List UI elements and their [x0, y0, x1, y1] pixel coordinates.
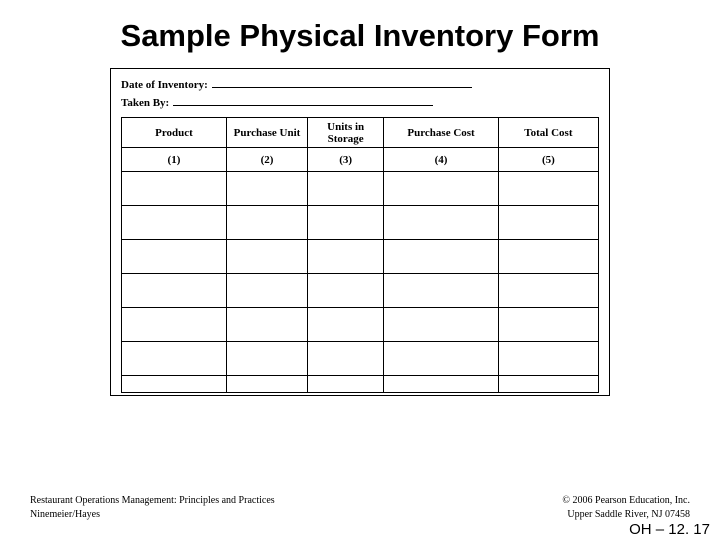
col-number-5: (5) [498, 148, 598, 172]
taken-by-label: Taken By: [121, 97, 169, 109]
table-cell [498, 308, 598, 342]
table-cell [122, 308, 227, 342]
table-cell [308, 206, 384, 240]
footer-authors: Ninemeier/Hayes [30, 508, 100, 522]
taken-by-blank [173, 95, 433, 106]
col-header-purchase-cost: Purchase Cost [384, 118, 498, 148]
date-label: Date of Inventory: [121, 79, 208, 91]
footer-source-title: Restaurant Operations Management: Princi… [30, 494, 275, 508]
taken-by-line: Taken By: [121, 95, 599, 109]
table-cell [498, 274, 598, 308]
table-cell [498, 376, 598, 393]
col-number-3: (3) [308, 148, 384, 172]
footer-copyright: © 2006 Pearson Education, Inc. [562, 494, 690, 508]
col-header-units-storage: Units in Storage [308, 118, 384, 148]
col-header-purchase-unit: Purchase Unit [226, 118, 307, 148]
table-cell [498, 240, 598, 274]
table-cell [308, 308, 384, 342]
table-cell [226, 172, 307, 206]
table-cell [384, 206, 498, 240]
table-cell [122, 240, 227, 274]
date-of-inventory-line: Date of Inventory: [121, 77, 599, 91]
table-cell [122, 342, 227, 376]
table-row [122, 308, 599, 342]
table-cell [384, 342, 498, 376]
table-cell [226, 274, 307, 308]
table-cell [226, 342, 307, 376]
inventory-table: Product Purchase Unit Units in Storage P… [121, 117, 599, 393]
table-cell [308, 274, 384, 308]
col-number-4: (4) [384, 148, 498, 172]
table-cell [498, 172, 598, 206]
table-cell [308, 240, 384, 274]
table-cell [226, 376, 307, 393]
table-header-row: Product Purchase Unit Units in Storage P… [122, 118, 599, 148]
table-cell [226, 308, 307, 342]
table-cell [122, 274, 227, 308]
table-cell [384, 240, 498, 274]
table-row [122, 172, 599, 206]
col-header-total-cost: Total Cost [498, 118, 598, 148]
col-number-1: (1) [122, 148, 227, 172]
table-cell [122, 206, 227, 240]
page-title: Sample Physical Inventory Form [30, 18, 690, 54]
col-number-2: (2) [226, 148, 307, 172]
date-blank [212, 77, 472, 88]
table-cell [384, 308, 498, 342]
table-cell [226, 206, 307, 240]
table-row [122, 240, 599, 274]
table-row [122, 206, 599, 240]
table-cell [122, 376, 227, 393]
table-cell [226, 240, 307, 274]
table-row [122, 274, 599, 308]
table-cell [384, 376, 498, 393]
table-cell [498, 342, 598, 376]
footer-location: Upper Saddle River, NJ 07458 [567, 508, 690, 522]
table-number-row: (1)(2)(3)(4)(5) [122, 148, 599, 172]
table-cell [308, 376, 384, 393]
table-cell [384, 274, 498, 308]
table-row [122, 342, 599, 376]
table-cell [122, 172, 227, 206]
table-row [122, 376, 599, 393]
col-header-product: Product [122, 118, 227, 148]
footer: Restaurant Operations Management: Princi… [30, 494, 690, 522]
table-cell [308, 172, 384, 206]
table-cell [384, 172, 498, 206]
table-cell [308, 342, 384, 376]
slide-reference: OH – 12. 17 [629, 521, 710, 538]
inventory-form-box: Date of Inventory: Taken By: Product Pur… [110, 68, 610, 396]
table-cell [498, 206, 598, 240]
